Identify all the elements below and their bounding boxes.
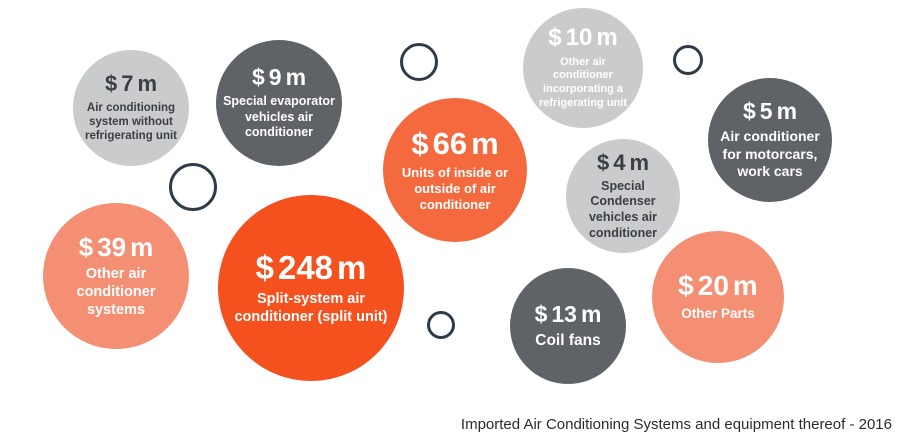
bubble-label: Other air conditioner incorporating a re… (538, 55, 627, 109)
bubble-value: $4 m (596, 149, 650, 175)
bubble-value: $10 m (548, 25, 617, 51)
bubble-label: Split-system air conditioner (split unit… (234, 291, 388, 326)
unit-label: m (130, 231, 154, 262)
chart-caption: Imported Air Conditioning Systems and eq… (460, 416, 892, 433)
currency-symbol: $ (742, 98, 756, 125)
bubble: $248 m Split-system air conditioner (split… (218, 195, 404, 381)
bubble-value: $7 m (105, 72, 157, 96)
bubble: $10 m Other air conditioner incorporating … (523, 8, 643, 128)
currency-symbol: $ (251, 63, 265, 90)
bubble-number: 9 (268, 63, 282, 90)
currency-symbol: $ (678, 270, 694, 302)
bubble-number: 39 (97, 231, 127, 262)
bubble-number: 13 (551, 300, 577, 327)
bubble-number: 20 (697, 270, 729, 302)
bubble: $20 m Other Parts (652, 231, 784, 363)
unit-label: m (471, 125, 499, 161)
bubble: $66 m Units of inside or outside of air co… (383, 98, 527, 242)
unit-label: m (732, 270, 758, 302)
bubble-number: 4 (613, 149, 626, 175)
bubble-label: Other Parts (681, 305, 755, 321)
bubble: $13 m Coil fans (510, 268, 626, 384)
unit-label: m (285, 63, 307, 90)
bubble-value: $20 m (678, 270, 758, 302)
unit-label: m (596, 24, 618, 52)
decorative-ring (169, 163, 217, 211)
bubble: $5 m Air conditioner for motorcars, work c… (708, 78, 832, 202)
unit-label: m (137, 71, 158, 97)
bubble-label: Air conditioner for motorcars, work cars (720, 128, 820, 180)
bubble-label: Air conditioning system without refriger… (84, 101, 177, 143)
decorative-ring (400, 43, 438, 81)
currency-symbol: $ (411, 125, 429, 161)
bubble: $4 m Special Condenser vehicles air condit… (566, 139, 680, 253)
bubble-value: $13 m (534, 300, 602, 327)
bubble-value: $39 m (78, 231, 154, 262)
bubble-label: Special evaporator vehicles air conditio… (223, 94, 335, 140)
bubble-value: $5 m (742, 98, 798, 125)
bubble-number: 248 (277, 248, 334, 286)
bubble-number: 66 (432, 125, 468, 161)
bubble-label: Coil fans (535, 331, 601, 349)
unit-label: m (337, 248, 367, 286)
bubble-value: $248 m (255, 248, 367, 286)
decorative-ring (673, 45, 703, 75)
bubble-number: 10 (565, 24, 593, 52)
bubble-number: 7 (121, 71, 134, 97)
bubble-value: $66 m (411, 125, 499, 161)
bubble-label: Other air conditioner systems (76, 266, 156, 319)
decorative-ring (427, 311, 455, 339)
currency-symbol: $ (548, 24, 562, 52)
bubble-number: 5 (759, 98, 773, 125)
unit-label: m (776, 98, 798, 125)
bubble: $9 m Special evaporator vehicles air condi… (216, 40, 342, 166)
bubble-label: Units of inside or outside of air condit… (401, 164, 509, 213)
bubble: $7 m Air conditioning system without refri… (73, 50, 189, 166)
currency-symbol: $ (255, 248, 274, 286)
currency-symbol: $ (596, 149, 610, 175)
currency-symbol: $ (104, 71, 118, 97)
bubble-label: Special Condenser vehicles air condition… (588, 178, 658, 240)
currency-symbol: $ (534, 300, 548, 327)
bubble: $39 m Other air conditioner systems (43, 203, 189, 349)
unit-label: m (629, 149, 650, 175)
currency-symbol: $ (78, 231, 94, 262)
bubble-value: $9 m (251, 63, 307, 90)
unit-label: m (580, 300, 602, 327)
